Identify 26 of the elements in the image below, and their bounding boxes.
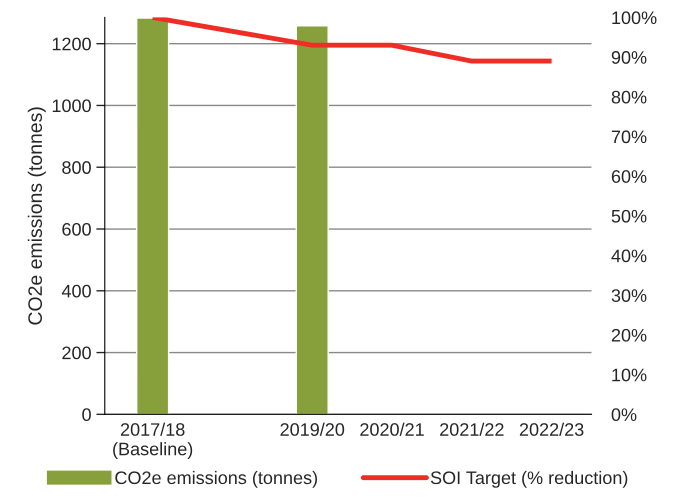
y2-tick-label: 0%: [612, 408, 636, 422]
legend-label: SOI Target (% reduction): [430, 470, 628, 488]
x-tick-label: 2021/22: [440, 422, 504, 436]
y2-tick-label: 80%: [612, 90, 646, 104]
y2-tick-label: 10%: [612, 368, 646, 382]
y-tick-label: 1000: [52, 99, 91, 112]
y-tick-label: 1200: [52, 38, 91, 50]
y2-tick-label: 100%: [612, 11, 656, 24]
y2-tick-label: 70%: [612, 130, 646, 144]
y-tick-label: 400: [62, 284, 91, 298]
y-axis-title: CO2e emissions (tonnes): [28, 107, 46, 325]
y2-tick-label: 30%: [612, 289, 646, 302]
y-tick-label: 600: [62, 222, 91, 236]
y2-tick-label: 40%: [611, 250, 646, 262]
y-tick-label: 800: [62, 161, 91, 174]
x-tick-label: 2017/18 (Baseline): [113, 422, 192, 459]
legend-label: CO2e emissions (tonnes): [115, 470, 317, 488]
x-tick-label: 2019/20: [280, 422, 344, 436]
y2-tick-label: 60%: [612, 170, 646, 183]
y2-tick-label: 90%: [612, 51, 646, 64]
x-tick-label: 2020/21: [360, 422, 424, 436]
y-tick-label: 0: [82, 408, 91, 422]
y-tick-label: 200: [62, 346, 91, 360]
y2-tick-label: 50%: [612, 210, 646, 223]
y2-tick-label: 20%: [612, 328, 646, 342]
x-tick-label: 2022/23: [520, 422, 584, 436]
